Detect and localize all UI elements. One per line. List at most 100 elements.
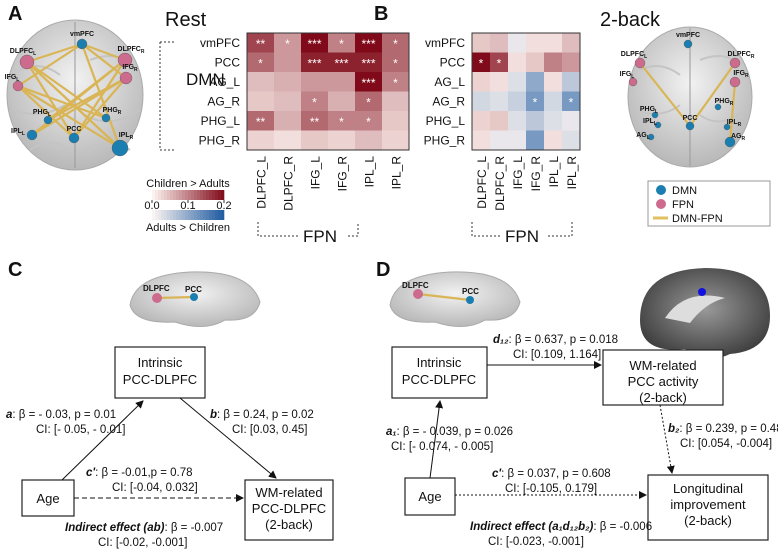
node-label: AGL xyxy=(636,132,650,141)
box-label: Intrinsic xyxy=(417,355,462,370)
heat-cell xyxy=(301,33,328,53)
heat-cell xyxy=(472,130,490,150)
col-label: IFG_R xyxy=(336,156,350,192)
significance: * xyxy=(339,37,344,51)
colorbar-swatch xyxy=(182,210,186,220)
edge xyxy=(17,85,121,149)
node-label-text: IFG xyxy=(5,74,17,81)
heat-cell xyxy=(328,33,355,53)
colorbar-swatch xyxy=(191,210,195,220)
node xyxy=(634,57,646,69)
heat-cell xyxy=(508,52,526,72)
node xyxy=(190,293,198,301)
box-label: Age xyxy=(418,489,441,504)
heat-cell xyxy=(472,52,490,72)
colorbar-swatch xyxy=(215,210,219,220)
significance: * xyxy=(366,95,371,109)
colorbar-tick-label: 0.1 xyxy=(180,200,195,212)
node-label: DLPFCL xyxy=(10,48,36,57)
heat-cell xyxy=(526,52,544,72)
node-label-sub: L xyxy=(48,112,51,118)
heat-cell xyxy=(490,130,508,150)
colorbar-swatch xyxy=(161,190,165,200)
heat-cell xyxy=(490,91,508,111)
heat-cell xyxy=(328,52,355,72)
heat-cell xyxy=(355,72,382,92)
col-label: DLPFC_L xyxy=(475,156,489,209)
legend-swatch xyxy=(656,199,666,209)
path-term: Indirect effect (ab) xyxy=(65,522,165,534)
node-label-sub: L xyxy=(654,121,657,127)
node-label-text: DLPFC xyxy=(118,46,141,53)
row-label: AG_R xyxy=(432,94,465,108)
heat-cell xyxy=(301,72,328,92)
heat-cell xyxy=(355,91,382,111)
heat-cell xyxy=(274,130,301,150)
heat-cell xyxy=(247,130,274,150)
node-label-sub: L xyxy=(655,109,658,115)
row-label: PHG_L xyxy=(426,114,466,128)
node-label: IFGR xyxy=(733,70,749,79)
legend-label: DMN-FPN xyxy=(672,213,723,225)
legend-swatch xyxy=(656,185,666,195)
heatmap-border xyxy=(246,32,410,151)
significance: * xyxy=(393,37,398,51)
significance: ** xyxy=(256,115,266,129)
node xyxy=(628,77,638,87)
colorbar-label: Adults > Children xyxy=(146,222,230,234)
colorbar-swatch xyxy=(215,190,219,200)
legend-label: FPN xyxy=(672,199,694,211)
path-ci: CI: [0.03, 0.45] xyxy=(232,424,307,436)
heat-cell xyxy=(301,91,328,111)
box-label: WM-related xyxy=(629,358,696,373)
node-label-text: PHG xyxy=(640,106,656,113)
edge xyxy=(17,84,107,120)
edge xyxy=(728,81,737,143)
node-label-sub: L xyxy=(631,74,634,80)
heat-cell xyxy=(382,52,409,72)
colorbar-swatch xyxy=(167,190,171,200)
path-value: : β = 0.037, p = 0.608 xyxy=(501,468,611,480)
node-label-text: IPL xyxy=(119,132,131,139)
heat-cell xyxy=(526,111,544,131)
path-stat: c': β = -0.01,p = 0.78 xyxy=(86,467,193,479)
colorbar-swatch xyxy=(173,190,177,200)
row-label: PHG_R xyxy=(424,133,466,147)
node xyxy=(68,132,80,144)
node-label-sub: R xyxy=(741,136,745,142)
path-term: c' xyxy=(492,468,502,480)
row-label: vmPFC xyxy=(200,36,240,50)
colorbar-swatch xyxy=(221,210,225,220)
row-label: AG_R xyxy=(207,94,240,108)
significance: *** xyxy=(307,56,321,70)
heat-cell xyxy=(355,111,382,131)
colorbar-swatch xyxy=(206,190,210,200)
heat-cell xyxy=(274,33,301,53)
significance: * xyxy=(479,56,484,70)
node-label-text: PHG xyxy=(33,109,49,116)
heat-cell xyxy=(508,91,526,111)
group-label: FPN xyxy=(505,227,539,246)
edge xyxy=(81,42,126,62)
colorbar-swatch xyxy=(152,210,156,220)
node-label-sub: R xyxy=(118,110,122,116)
edge xyxy=(17,43,83,87)
heat-cell xyxy=(508,72,526,92)
node-label: PHGR xyxy=(715,98,734,107)
node-label: IPLR xyxy=(727,119,742,128)
path-value: : β = -0.007 xyxy=(164,522,223,534)
panel-label: C xyxy=(8,259,22,281)
heat-cell xyxy=(328,111,355,131)
node xyxy=(723,123,731,131)
node-label: IFGL xyxy=(5,74,20,83)
node-label: PCC xyxy=(462,287,479,296)
edge xyxy=(26,61,121,149)
colorbar-swatch xyxy=(152,190,156,200)
node-label: IPLL xyxy=(643,118,657,127)
colorbar-swatch xyxy=(209,210,213,220)
node-label-sub: L xyxy=(644,54,647,60)
path-term: a₁ xyxy=(386,426,396,438)
node-label-text: IFG xyxy=(733,70,745,77)
box-label: Intrinsic xyxy=(138,355,183,370)
node-label-sub: L xyxy=(647,135,650,141)
